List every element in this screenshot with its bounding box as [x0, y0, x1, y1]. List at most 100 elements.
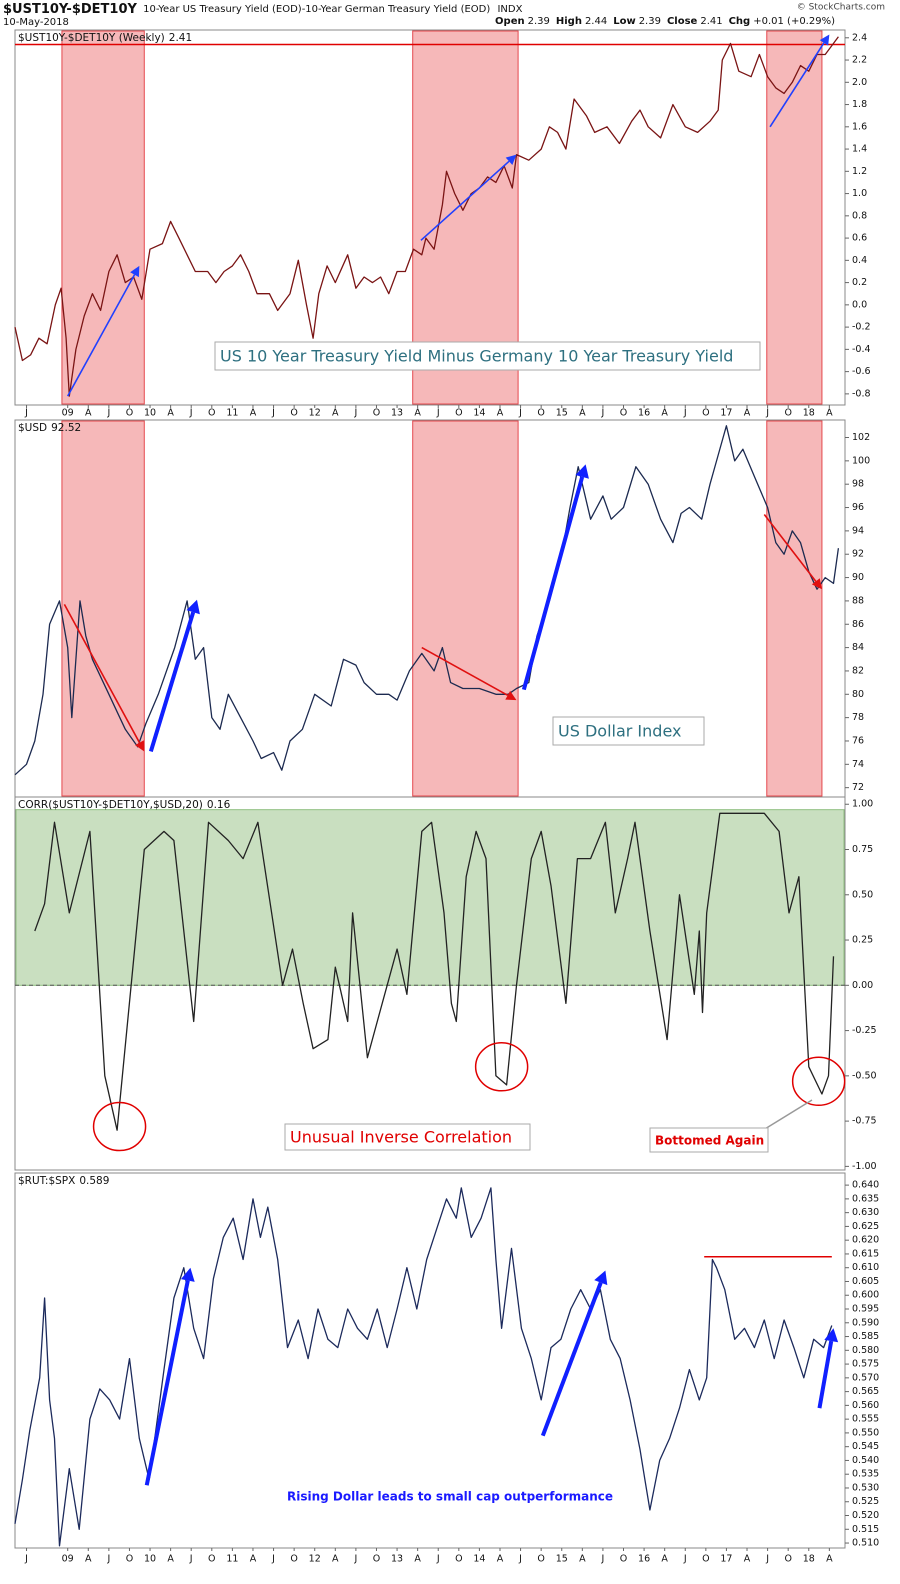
y-tick-label: 1.2	[852, 166, 867, 177]
x-tick-label: A	[250, 1554, 257, 1565]
x-tick-label: 11	[226, 1554, 238, 1565]
annotation: US 10 Year Treasury Yield Minus Germany …	[220, 347, 733, 366]
series-name: CORR($UST10Y-$DET10Y,$USD,20)	[18, 799, 203, 811]
y-tick-label: 92	[852, 549, 864, 560]
y-tick-label: 90	[852, 572, 864, 583]
x-tick-label: A	[661, 408, 668, 419]
quote-value: 2.44	[585, 16, 607, 27]
x-tick-label: 18	[803, 1554, 815, 1565]
highlight-span	[766, 30, 823, 405]
chart-header: $UST10Y-$DET10Y 10-Year US Treasury Yiel…	[3, 2, 523, 17]
y-tick-label: 0.75	[852, 844, 873, 855]
x-tick-label: 17	[720, 1554, 732, 1565]
y-tick-label: 94	[852, 525, 864, 536]
annotation: US Dollar Index	[558, 722, 681, 741]
y-tick-label: 86	[852, 619, 864, 630]
x-tick-label: O	[290, 1554, 297, 1565]
x-tick-label: J	[683, 1554, 687, 1565]
y-tick-label: 0.25	[852, 935, 873, 946]
chart-title: $UST10Y-$DET10Y	[3, 2, 137, 17]
last-value: 0.16	[207, 799, 231, 811]
quote-value: 2.41	[700, 16, 722, 27]
arrow	[769, 42, 825, 128]
y-tick-label: 0.635	[852, 1193, 879, 1204]
y-tick-label: 0.530	[852, 1482, 879, 1493]
x-tick-label: 10	[144, 408, 156, 419]
data-line	[14, 425, 840, 776]
x-tick-label: A	[744, 408, 751, 419]
arrow	[63, 604, 141, 744]
arrow-head	[819, 34, 830, 46]
highlight-span	[61, 420, 145, 797]
x-tick-label: A	[414, 1554, 421, 1565]
y-tick-label: -0.50	[852, 1070, 877, 1081]
y-tick-label: 0.615	[852, 1248, 879, 1259]
y-tick-label: 0.540	[852, 1455, 879, 1466]
annotation-box	[214, 341, 761, 371]
series-name: $UST10Y-$DET10Y (Weekly)	[18, 32, 165, 44]
y-tick-label: 0.0	[852, 299, 867, 310]
highlight-circle	[474, 1042, 529, 1092]
arrow-head	[130, 265, 140, 278]
quote-label: Low	[613, 16, 635, 27]
x-tick-label: A	[826, 1554, 833, 1565]
x-tick-label: O	[455, 1554, 462, 1565]
x-tick-label: A	[167, 1554, 174, 1565]
highlight-circle	[92, 1101, 147, 1152]
y-tick-label: 80	[852, 689, 864, 700]
y-tick-label: 2.0	[852, 77, 867, 88]
x-tick-label: J	[189, 1554, 193, 1565]
y-tick-label: 1.6	[852, 121, 867, 132]
arrow	[66, 274, 136, 397]
x-tick-label: O	[784, 408, 791, 419]
y-tick-label: -0.25	[852, 1025, 877, 1036]
x-tick-label: J	[106, 408, 110, 419]
y-tick-label: 2.4	[852, 32, 867, 43]
y-tick-label: 76	[852, 735, 864, 746]
quote-label: Chg	[729, 16, 751, 27]
x-tick-label: A	[85, 408, 92, 419]
date: 10-May-2018	[3, 17, 69, 28]
y-tick-label: 0.565	[852, 1386, 879, 1397]
y-tick-label: 0.525	[852, 1496, 879, 1507]
y-tick-label: -0.6	[852, 366, 871, 377]
y-tick-label: 2.2	[852, 55, 867, 66]
quote-value: 2.39	[639, 16, 661, 27]
x-tick-label: 12	[309, 408, 321, 419]
x-tick-label: A	[250, 408, 257, 419]
x-tick-label: A	[414, 408, 421, 419]
arrow	[521, 476, 585, 691]
y-tick-label: 0.575	[852, 1359, 879, 1370]
x-tick-label: 13	[391, 1554, 403, 1565]
arrow	[817, 1340, 834, 1409]
x-tick-label: A	[826, 408, 833, 419]
x-tick-label: O	[537, 1554, 544, 1565]
x-tick-label: O	[373, 408, 380, 419]
x-tick-label: J	[601, 408, 605, 419]
x-tick-label: 17	[720, 408, 732, 419]
arrow-head	[186, 599, 200, 615]
y-tick-label: -0.4	[852, 344, 871, 355]
x-tick-label: A	[579, 1554, 586, 1565]
y-tick-label: 0.8	[852, 210, 867, 221]
annotation-box	[284, 1123, 531, 1151]
annotation: Rising Dollar leads to small cap outperf…	[287, 1490, 613, 1504]
arrow-head	[180, 1267, 195, 1282]
y-tick-label: 0.590	[852, 1317, 879, 1328]
x-tick-label: 09	[62, 408, 74, 419]
arrow-head	[575, 464, 589, 479]
chart-subtitle: 10-Year US Treasury Yield (EOD)-10-Year …	[143, 4, 490, 15]
y-tick-label: 78	[852, 712, 864, 723]
y-tick-label: 1.00	[852, 799, 873, 810]
last-value: 2.41	[169, 32, 192, 44]
series-name: $RUT:$SPX	[18, 1175, 75, 1187]
x-tick-label: A	[497, 408, 504, 419]
x-tick-label: J	[24, 1554, 28, 1565]
y-tick-label: 0.630	[852, 1207, 879, 1218]
y-tick-label: 100	[852, 455, 870, 466]
x-tick-label: 11	[226, 408, 238, 419]
x-tick-label: 13	[391, 408, 403, 419]
annotation-box	[649, 1127, 769, 1153]
y-tick-label: -1.00	[852, 1161, 877, 1172]
